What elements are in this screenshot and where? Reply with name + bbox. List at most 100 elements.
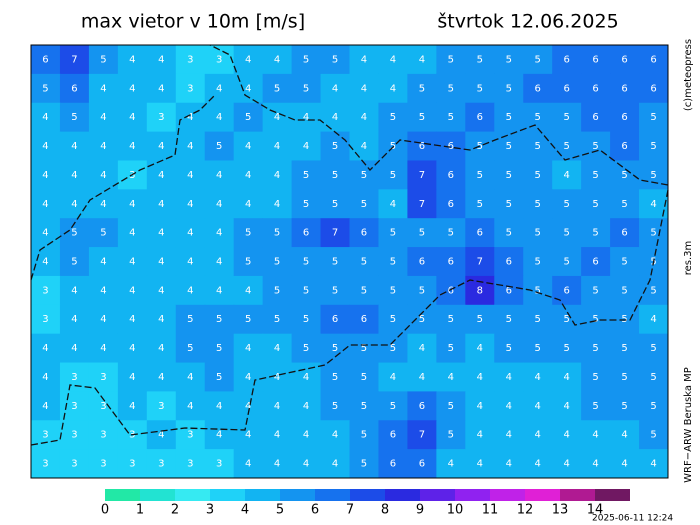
wind-value: 5 [535, 228, 541, 239]
wind-value: 6 [621, 228, 627, 239]
wind-value: 4 [274, 54, 280, 65]
wind-cell [552, 247, 582, 277]
wind-cell [291, 362, 322, 392]
colorbar-label: 6 [311, 503, 319, 518]
wind-value: 3 [158, 401, 164, 412]
wind-value: 4 [42, 170, 48, 181]
wind-cell [204, 73, 235, 104]
wind-value: 5 [361, 257, 367, 268]
colorbar-label: 12 [517, 503, 534, 518]
wind-value: 5 [506, 343, 512, 354]
wind-value: 4 [274, 170, 280, 181]
wind-value: 5 [390, 343, 396, 354]
wind-cell [436, 45, 466, 75]
wind-cell [320, 449, 350, 479]
wind-value: 8 [477, 285, 483, 296]
wind-value: 4 [332, 112, 338, 123]
wind-value: 4 [187, 285, 193, 296]
date: štvrtok 12.06.2025 [437, 11, 618, 33]
wind-cell [465, 391, 495, 421]
wind-cell [31, 362, 61, 392]
wind-value: 6 [448, 257, 454, 268]
colorbar-label: 4 [241, 503, 249, 518]
wind-value: 4 [303, 372, 309, 383]
wind-cell [320, 275, 350, 306]
wind-value: 5 [506, 112, 512, 123]
wind-cell [378, 73, 408, 104]
wind-cell [581, 189, 611, 219]
wind-cell [465, 362, 495, 392]
wind-cell [378, 391, 408, 421]
wind-value: 5 [535, 112, 541, 123]
wind-value: 4 [332, 83, 338, 94]
wind-value: 4 [129, 372, 135, 383]
wind-cell [378, 218, 408, 248]
wind-value: 5 [303, 199, 309, 210]
wind-value: 4 [563, 430, 569, 441]
wind-cell [117, 73, 148, 104]
wind-value: 4 [477, 372, 483, 383]
wind-cell [610, 73, 640, 104]
wind-value: 5 [245, 112, 251, 123]
wind-cell [262, 247, 293, 277]
wind-cell [291, 73, 322, 104]
wind-cell [204, 391, 235, 421]
wind-cell [262, 391, 293, 421]
wind-cell [523, 45, 553, 75]
wind-value: 5 [448, 83, 454, 94]
wind-cell [117, 333, 148, 364]
wind-cell [262, 218, 293, 248]
wind-value: 5 [592, 199, 598, 210]
wind-cell [291, 102, 322, 133]
colorbar-segment [175, 489, 210, 501]
wind-cell [349, 131, 379, 161]
wind-cell [175, 247, 206, 277]
wind-cell [610, 275, 640, 306]
wind-cell [436, 160, 466, 190]
colorbar-segment [560, 489, 595, 501]
wind-cell [320, 189, 350, 219]
wind-cell [610, 131, 640, 161]
wind-cell [523, 131, 553, 161]
wind-cell [204, 304, 235, 335]
wind-value: 5 [563, 199, 569, 210]
wind-value: 4 [650, 459, 656, 470]
wind-value: 5 [100, 228, 106, 239]
wind-value: 4 [361, 112, 367, 123]
wind-cell [59, 160, 90, 190]
wind-value: 4 [129, 343, 135, 354]
wind-value: 4 [274, 343, 280, 354]
wind-cell [88, 362, 119, 392]
wind-cell [204, 420, 235, 450]
wind-value: 7 [419, 199, 425, 210]
wind-cell [320, 102, 350, 133]
wind-value: 5 [361, 430, 367, 441]
wind-value: 4 [245, 343, 251, 354]
wind-value: 5 [448, 430, 454, 441]
wind-value: 5 [592, 141, 598, 152]
wind-cell [291, 160, 322, 190]
wind-value: 4 [158, 170, 164, 181]
wind-value: 5 [332, 54, 338, 65]
wind-cell [581, 362, 611, 392]
wind-cell [494, 391, 524, 421]
wind-value: 4 [158, 54, 164, 65]
wind-value: 5 [506, 170, 512, 181]
wind-value: 4 [158, 343, 164, 354]
wind-cell [175, 102, 206, 133]
wind-cell [291, 275, 322, 306]
wind-value: 5 [361, 170, 367, 181]
wind-cell [233, 189, 264, 219]
colorbar-label: 3 [206, 503, 214, 518]
wind-value: 5 [303, 314, 309, 325]
wind-cell [407, 333, 437, 364]
wind-value: 6 [650, 83, 656, 94]
wind-cell [581, 45, 611, 75]
wind-cell [117, 102, 148, 133]
wind-cell [436, 189, 466, 219]
wind-value: 4 [216, 199, 222, 210]
wind-cell [31, 449, 61, 479]
wind-value: 4 [245, 372, 251, 383]
wind-value: 5 [303, 285, 309, 296]
wind-cell [233, 131, 264, 161]
